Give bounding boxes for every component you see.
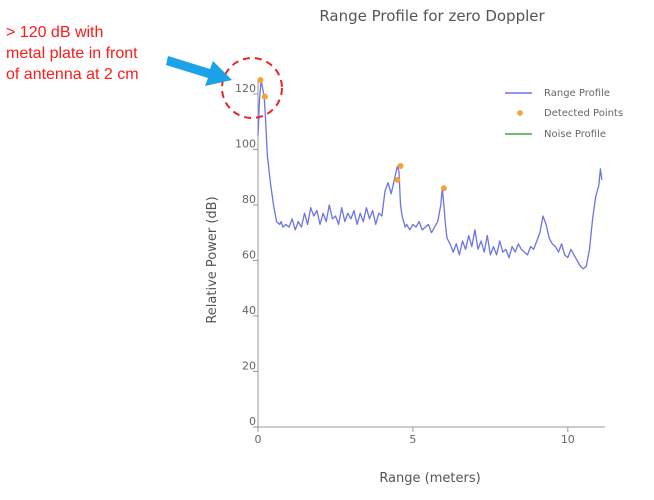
legend-label-detected-points: Detected Points [544, 108, 623, 119]
detected-point [440, 185, 447, 192]
legend-label-range-profile: Range Profile [544, 88, 610, 99]
x-tick-label: 10 [561, 433, 575, 446]
y-axis-label: Relative Power (dB) [205, 196, 220, 323]
x-tick-label: 0 [255, 433, 262, 446]
detected-point [397, 163, 404, 170]
y-tick-label: 100 [235, 137, 256, 150]
annotation-line-2: metal plate in front [6, 45, 138, 62]
x-ticks: 0 5 10 [255, 427, 575, 446]
annotation-line-3: of antenna at 2 cm [6, 66, 139, 83]
legend-swatch-detected-points [517, 110, 523, 116]
legend-label-noise-profile: Noise Profile [544, 129, 606, 140]
detected-point [257, 77, 264, 83]
y-tick-label: 0 [249, 415, 256, 428]
legend: Range Profile Detected Points Noise Prof… [505, 88, 623, 140]
detected-point [261, 93, 268, 100]
series-layer [257, 77, 603, 270]
highlight-circle [221, 57, 283, 119]
y-tick-label: 80 [242, 193, 256, 206]
y-tick-label: 20 [242, 359, 256, 372]
detected-point [394, 176, 401, 183]
chart-title: Range Profile for zero Doppler [319, 7, 545, 25]
y-ticks: 0 20 40 60 80 100 120 [235, 82, 258, 428]
annotation-arrow [166, 56, 232, 86]
series-range-profile-line [257, 79, 603, 270]
y-tick-label: 120 [235, 82, 256, 95]
y-tick-label: 60 [242, 248, 256, 261]
annotation-text: > 120 dB with metal plate in front of an… [6, 22, 139, 85]
x-tick-label: 5 [409, 433, 416, 446]
x-axis-label: Range (meters) [379, 471, 480, 486]
annotation-line-1: > 120 dB with [6, 24, 104, 41]
y-tick-label: 40 [242, 304, 256, 317]
